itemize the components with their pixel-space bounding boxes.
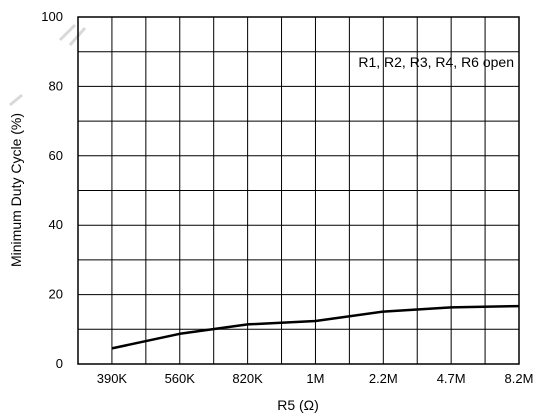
chart-annotation: R1, R2, R3, R4, R6 open <box>358 54 514 70</box>
series-line <box>111 304 520 350</box>
x-tick-label: 560K <box>165 371 196 386</box>
grid <box>78 17 519 364</box>
x-axis-ticks: 390K 560K 820K 1M 2.2M 4.7M 8.2M <box>97 371 534 386</box>
x-tick-label: 8.2M <box>505 371 534 386</box>
watermark-mark <box>9 23 87 107</box>
x-tick-label: 390K <box>97 371 128 386</box>
y-tick-label: 60 <box>49 148 63 163</box>
y-tick-label: 0 <box>56 356 63 371</box>
y-axis-label: Minimum Duty Cycle (%) <box>8 113 24 267</box>
y-axis-ticks: 0 20 40 60 80 100 <box>41 9 63 371</box>
y-tick-label: 20 <box>49 287 63 302</box>
x-tick-label: 820K <box>232 371 263 386</box>
y-tick-label: 40 <box>49 217 63 232</box>
y-tick-label: 80 <box>49 78 63 93</box>
x-tick-label: 4.7M <box>437 371 466 386</box>
x-tick-label: 1M <box>306 371 324 386</box>
x-tick-label: 2.2M <box>369 371 398 386</box>
y-tick-label: 100 <box>41 9 63 24</box>
plot-frame <box>77 16 520 365</box>
x-axis-label: R5 (Ω) <box>277 397 319 413</box>
